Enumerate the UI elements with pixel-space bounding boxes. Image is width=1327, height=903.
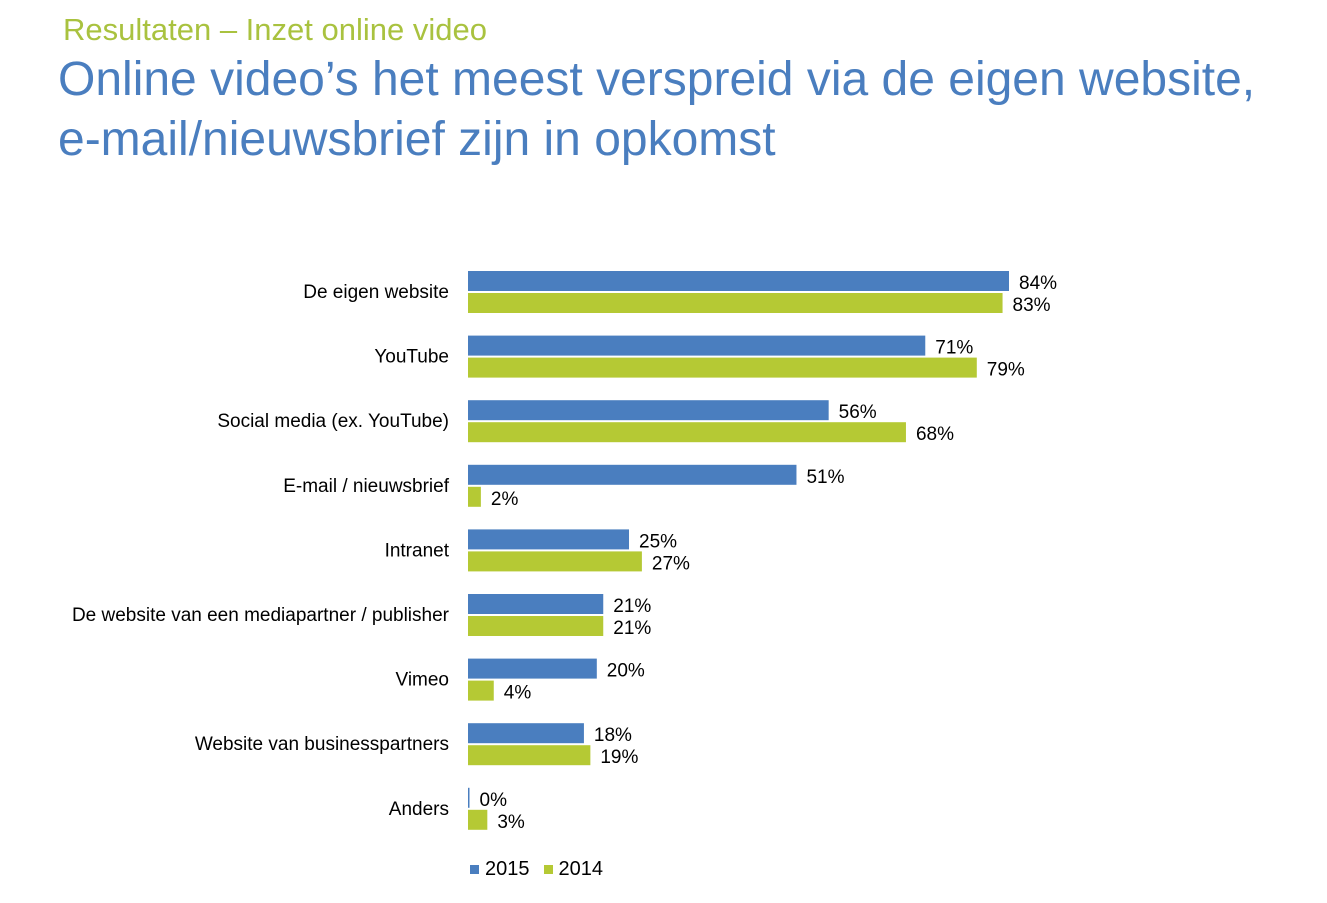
data-label-2014: 3% (497, 812, 525, 833)
page-title: Online video’s het meest verspreid via d… (58, 50, 1255, 170)
bar-2015 (468, 400, 829, 421)
bar-2014 (468, 422, 906, 443)
data-label-2015: 71% (935, 338, 973, 359)
data-label-2014: 19% (600, 747, 638, 768)
legend-label-2015: 2015 (485, 858, 530, 880)
section-subtitle: Resultaten – Inzet online video (63, 12, 487, 47)
title-line-2: e-mail/nieuwsbrief zijn in opkomst (58, 113, 776, 166)
data-label-2014: 68% (916, 424, 954, 445)
bar-2015 (468, 464, 797, 485)
bar-2014 (468, 293, 1003, 313)
data-label-2015: 18% (594, 725, 632, 746)
data-label-2015: 21% (613, 596, 651, 617)
bar-2015 (468, 723, 584, 744)
legend: 2015 2014 (470, 858, 603, 881)
bar-2014 (468, 551, 642, 572)
data-label-2014: 83% (1013, 295, 1051, 316)
bar-2014 (468, 809, 488, 830)
category-label: De website van een mediapartner / publis… (72, 605, 450, 626)
category-label: De eigen website (303, 282, 449, 303)
data-label-2015: 0% (480, 790, 508, 811)
bar-2015 (468, 529, 630, 550)
data-label-2014: 79% (987, 360, 1025, 381)
data-label-2014: 27% (652, 553, 690, 574)
bar-2014 (468, 357, 977, 378)
data-label-2015: 84% (1019, 273, 1057, 294)
data-label-2014: 21% (613, 618, 651, 639)
bar-2015 (468, 594, 604, 614)
data-label-2015: 20% (607, 661, 645, 682)
legend-swatch-2015 (470, 865, 479, 874)
data-label-2015: 56% (839, 402, 877, 423)
category-label: E-mail / nieuwsbrief (283, 476, 449, 497)
category-label: Vimeo (395, 670, 449, 691)
bar-2015 (468, 271, 1009, 291)
category-label: Website van businesspartners (195, 734, 449, 755)
legend-label-2014: 2014 (558, 858, 604, 880)
bar-2014 (468, 680, 494, 701)
bar-2014 (468, 745, 591, 766)
data-label-2015: 51% (806, 467, 844, 488)
category-label: YouTube (374, 347, 449, 368)
bar-2014 (468, 616, 604, 636)
category-label: Anders (389, 799, 449, 820)
data-label-2014: 2% (491, 489, 519, 510)
bar-2015 (468, 658, 597, 679)
bar-2015 (468, 787, 470, 808)
category-label: Intranet (385, 540, 450, 561)
data-label-2015: 25% (639, 531, 677, 552)
bar-2015 (468, 335, 926, 356)
data-label-2014: 4% (504, 683, 532, 704)
bar-2014 (468, 486, 481, 507)
legend-swatch-2014 (543, 865, 553, 874)
title-line-1: Online video’s het meest verspreid via d… (58, 53, 1256, 106)
category-label: Social media (ex. YouTube) (217, 411, 449, 432)
